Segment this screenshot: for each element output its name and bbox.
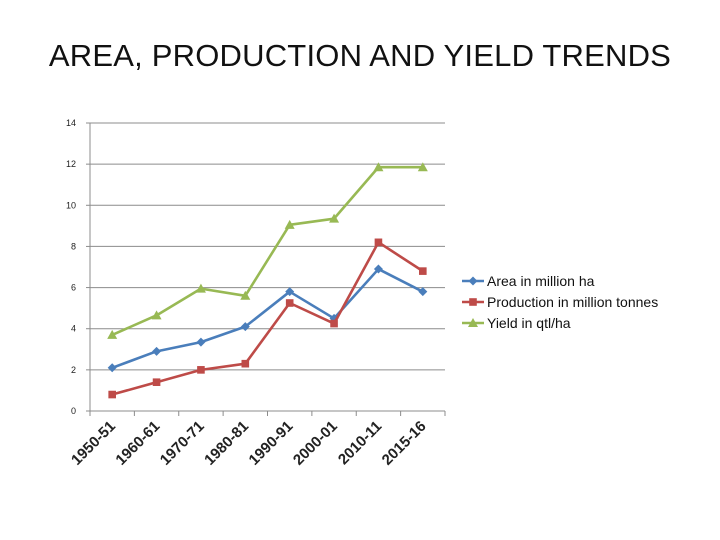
- square-marker: [152, 378, 161, 386]
- y-tick-label: 10: [66, 200, 76, 210]
- triangle-marker: [195, 283, 206, 293]
- chart-title: AREA, PRODUCTION AND YIELD TRENDS: [48, 38, 672, 73]
- series-3: [107, 162, 428, 339]
- triangle-marker: [417, 162, 428, 172]
- legend-label: Production in million tonnes: [487, 294, 658, 310]
- square-marker: [419, 267, 427, 275]
- diamond-marker: [240, 322, 250, 332]
- square-marker: [241, 359, 250, 368]
- series-line: [111, 165, 423, 337]
- diamond-marker: [285, 287, 295, 297]
- x-tick-label: 1960-61: [112, 418, 163, 469]
- gridlines: [90, 122, 445, 371]
- x-tick-label: 1980-81: [201, 418, 252, 469]
- square-marker: [374, 238, 383, 247]
- square-marker: [330, 319, 338, 328]
- square-marker: [285, 299, 294, 307]
- legend-label: Area in million ha: [487, 273, 595, 289]
- y-tick-label: 0: [71, 406, 76, 416]
- x-tick-label: 1950-51: [68, 418, 119, 469]
- square-marker: [108, 390, 116, 399]
- diamond-marker: [418, 287, 428, 297]
- y-tick-label: 4: [71, 324, 76, 334]
- legend: Area in million ha Production in million …: [462, 273, 658, 331]
- legend-item: Yield in qtl/ha: [462, 315, 571, 331]
- series-group: [107, 162, 428, 399]
- legend-label: Yield in qtl/ha: [487, 315, 571, 331]
- triangle-marker: [107, 329, 118, 339]
- series-line: [111, 267, 424, 370]
- y-tick-label: 2: [71, 365, 76, 375]
- legend-item: Production in million tonnes: [462, 294, 658, 310]
- diamond-marker: [468, 276, 478, 286]
- legend-item: Area in million ha: [462, 273, 595, 289]
- x-tick-label: 2000-01: [290, 418, 341, 469]
- diamond-marker: [196, 337, 206, 347]
- series-1: [107, 264, 428, 373]
- diamond-marker: [152, 346, 162, 356]
- x-axis-ticks: 1950-511960-611970-711980-811990-912000-…: [68, 411, 446, 469]
- triangle-marker: [151, 310, 162, 320]
- series-line: [111, 241, 424, 396]
- y-tick-label: 14: [66, 118, 76, 128]
- x-tick-label: 2010-11: [335, 418, 385, 468]
- y-axis-ticks: 0 2 4 6 8 10 12 14: [66, 118, 90, 416]
- y-tick-label: 12: [66, 159, 76, 169]
- triangle-marker: [284, 219, 295, 229]
- triangle-marker: [468, 318, 478, 327]
- x-tick-label: 2015-16: [379, 418, 430, 469]
- y-tick-label: 8: [71, 241, 76, 251]
- y-tick-label: 6: [71, 283, 76, 293]
- triangle-marker: [240, 290, 251, 300]
- square-marker: [469, 298, 477, 306]
- triangle-marker: [373, 162, 384, 172]
- diamond-marker: [107, 363, 117, 373]
- triangle-marker: [329, 213, 340, 223]
- x-tick-label: 1970-71: [157, 418, 208, 469]
- diamond-marker: [373, 264, 383, 274]
- series-2: [108, 238, 427, 399]
- x-tick-label: 1990-91: [246, 418, 297, 469]
- square-marker: [197, 366, 205, 374]
